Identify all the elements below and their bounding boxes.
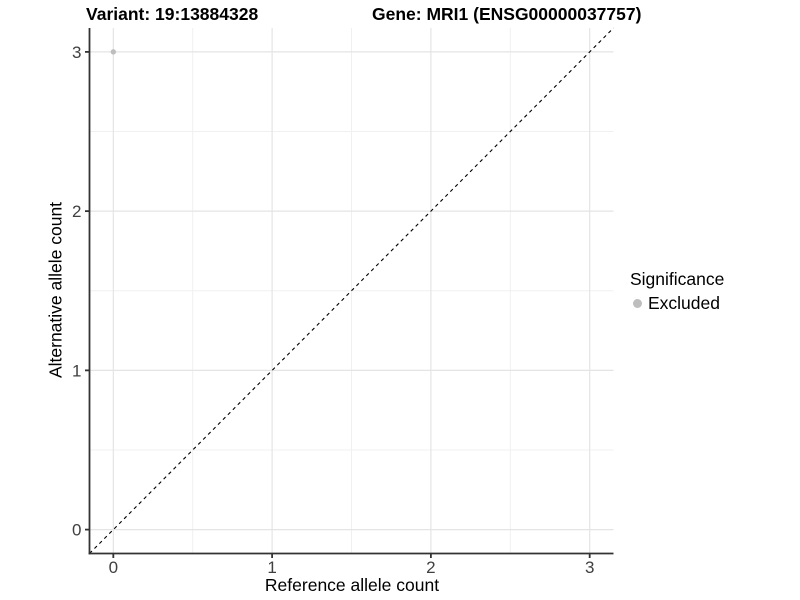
legend-title: Significance	[630, 269, 725, 289]
x-axis-title: Reference allele count	[264, 575, 440, 595]
x-tick-label: 0	[109, 558, 118, 577]
x-tick-label: 2	[426, 558, 435, 577]
identity-reference-line	[89, 27, 614, 554]
x-tick-label: 1	[267, 558, 276, 577]
y-tick-label: 1	[72, 361, 81, 380]
data-point	[110, 49, 117, 55]
y-tick-label: 3	[72, 43, 81, 62]
x-tick-label: 3	[585, 558, 594, 577]
plot-title-gene: Gene: MRI1 (ENSG00000037757)	[372, 4, 642, 24]
legend-point-swatch	[633, 299, 642, 308]
legend-item-excluded: Excluded	[630, 293, 724, 314]
y-tick-label: 2	[72, 202, 81, 221]
legend-item-label: Excluded	[648, 293, 720, 313]
legend: Significance Excluded	[630, 269, 724, 314]
y-tick-label: 0	[72, 521, 81, 540]
y-axis-title: Alternative allele count	[45, 201, 66, 379]
plot-title-variant: Variant: 19:13884328	[86, 4, 259, 24]
